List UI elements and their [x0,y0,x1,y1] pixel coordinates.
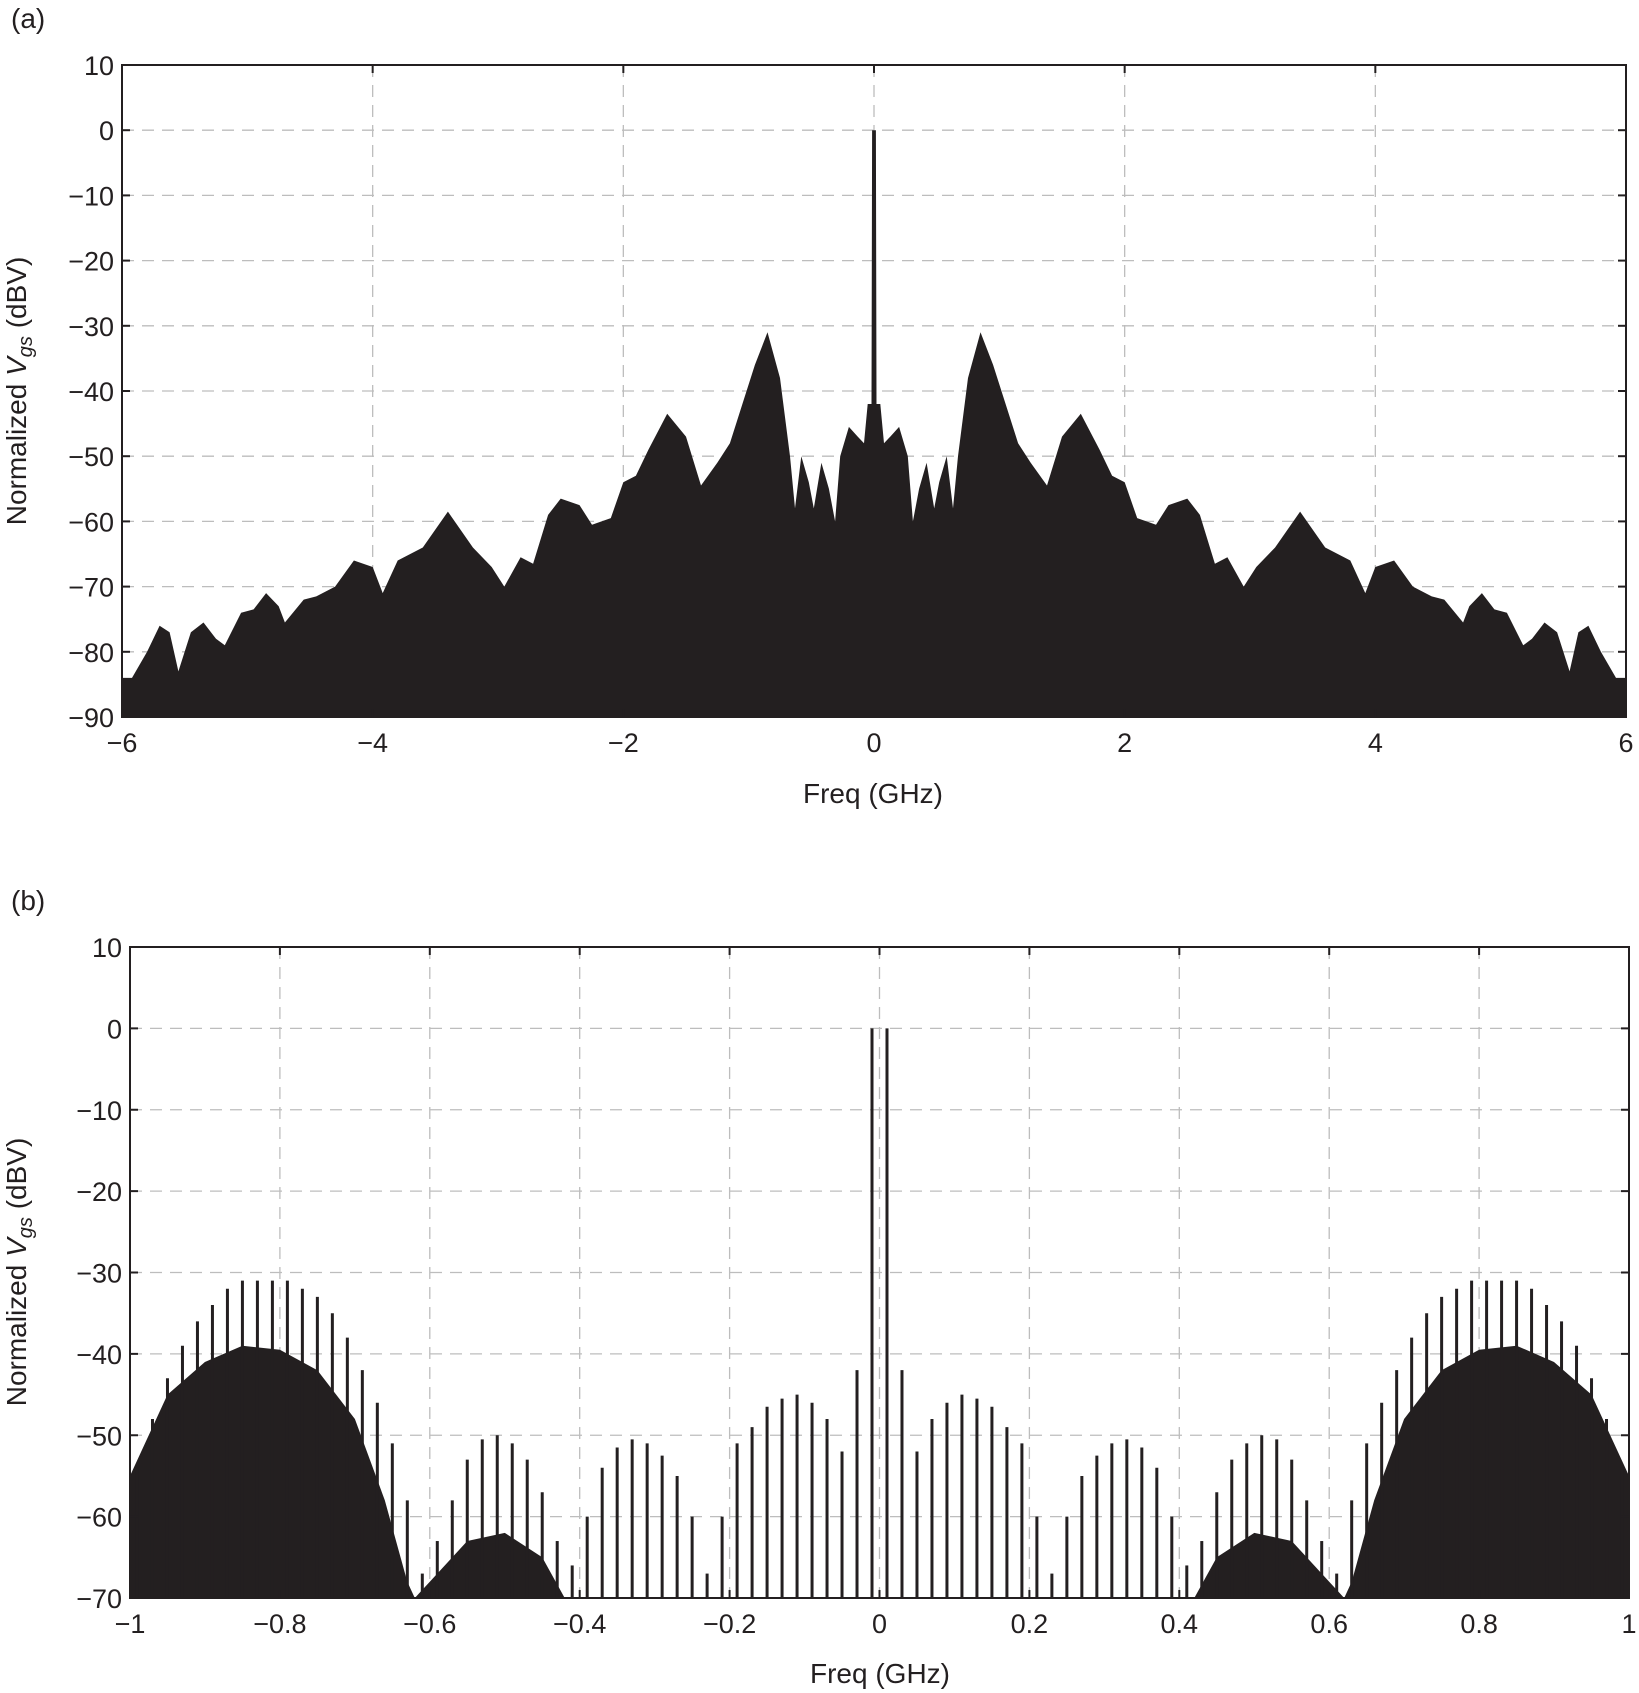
x-axis-label-b: Freq (GHz) [810,1658,950,1689]
x-tick-label: −1 [115,1609,146,1639]
y-tick-label: −60 [76,1503,122,1533]
x-tick-label: −0.6 [403,1609,456,1639]
x-tick-label: 0 [866,728,881,758]
y-tick-label: 10 [84,51,114,81]
y-tick-label: −20 [68,247,114,277]
y-label-prefix: Normalized [1,1257,32,1406]
x-tick-label: 0.4 [1161,1609,1199,1639]
y-tick-label: −30 [76,1259,122,1289]
panel-a: (a) Freq (GHz) Normalized Vgs (dBV) −6 −4… [1,3,1634,809]
y-tick-label: −70 [76,1584,122,1614]
y-tick-label: −60 [68,507,114,537]
panel-label-b: (b) [11,885,45,916]
x-tick-label: 0 [872,1609,887,1639]
x-tick-label: −6 [107,728,138,758]
y-tick-label: −40 [68,377,114,407]
y-tick-label: 0 [99,116,114,146]
x-tick-label: 0.2 [1011,1609,1049,1639]
x-tick-label: 0.6 [1310,1609,1348,1639]
panel-label-a: (a) [11,3,45,34]
y-tick-label: −90 [68,703,114,733]
x-tick-label: −0.4 [553,1609,606,1639]
y-label-prefix: Normalized [1,376,32,525]
y-tick-label: −10 [68,181,114,211]
spectrum-area [122,130,1626,717]
x-tick-label: 1 [1621,1609,1636,1639]
y-axis-label-a: Normalized Vgs (dBV) [1,257,37,526]
y-label-sub: gs [15,1217,37,1238]
y-tick-label: −80 [68,638,114,668]
y-tick-label: −20 [76,1177,122,1207]
y-axis-label-b: Normalized Vgs (dBV) [1,1138,37,1407]
y-tick-label: −30 [68,312,114,342]
y-tick-label: 0 [107,1014,122,1044]
x-tick-label: 0.8 [1460,1609,1498,1639]
y-label-sub: gs [15,336,37,357]
y-label-var: V [1,1236,32,1257]
y-tick-label: −10 [76,1096,122,1126]
x-tick-label: −2 [608,728,639,758]
x-tick-label: 4 [1368,728,1383,758]
x-tick-label: −0.2 [703,1609,756,1639]
x-axis-label-a: Freq (GHz) [803,778,943,809]
x-tick-label: 6 [1618,728,1633,758]
y-tick-label: −70 [68,573,114,603]
y-tick-label: −40 [76,1340,122,1370]
y-label-suffix: (dBV) [1,257,32,336]
x-tick-label: 2 [1117,728,1132,758]
y-label-var: V [1,355,32,376]
panel-b: (b) Freq (GHz) Normalized Vgs (dBV) −1 −0… [1,885,1637,1689]
y-tick-label: −50 [76,1421,122,1451]
y-tick-label: −50 [68,442,114,472]
x-tick-label: −0.8 [253,1609,306,1639]
y-label-suffix: (dBV) [1,1138,32,1217]
x-tick-label: −4 [357,728,388,758]
y-tick-label: 10 [92,933,122,963]
